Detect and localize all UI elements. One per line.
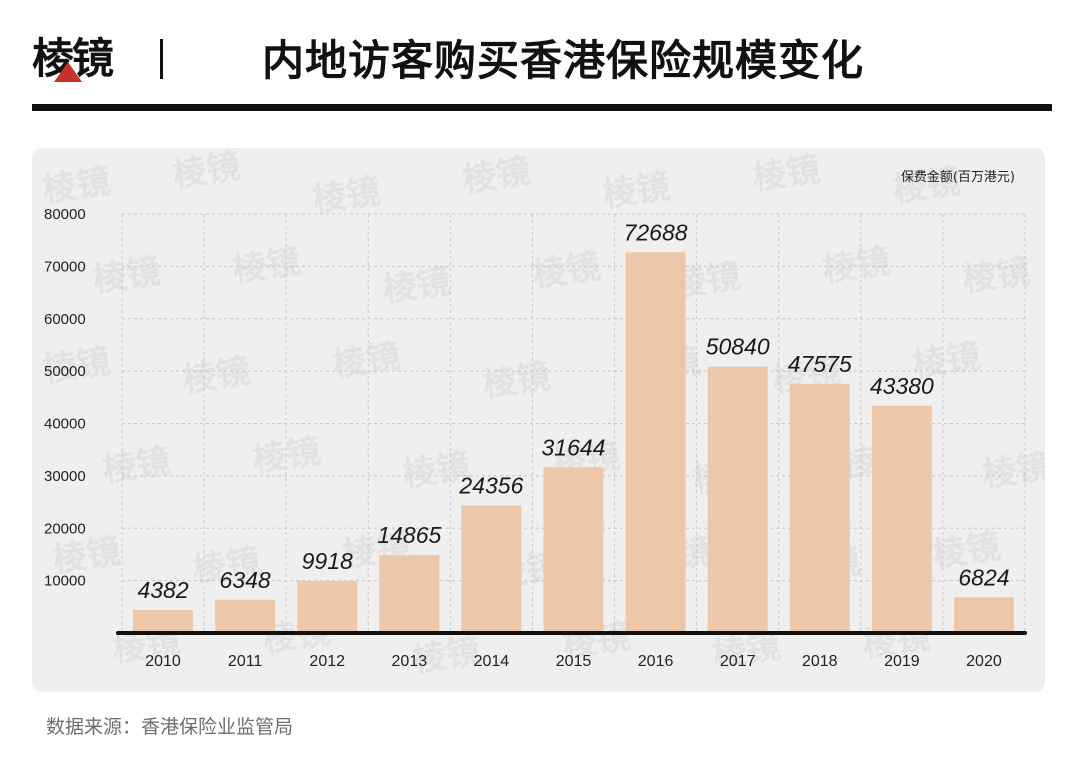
y-tick-label: 80000 [44, 206, 86, 223]
prism-icon [54, 62, 82, 82]
y-axis-unit-label: 保费金额(百万港元) [900, 170, 1015, 185]
data-label: 4382 [137, 577, 188, 603]
data-label: 72688 [624, 219, 688, 245]
bar [133, 610, 194, 633]
bar [707, 366, 768, 633]
x-tick-label: 2017 [720, 653, 756, 670]
x-tick-label: 2014 [474, 653, 510, 670]
chart-panel: 棱镜 棱镜 棱镜 棱镜 棱镜 棱镜 棱镜 棱镜 棱镜 棱镜 棱镜 棱镜 棱镜 棱镜 棱镜 棱镜 棱镜 棱镜 棱镜 棱镜… [32, 148, 1045, 692]
data-label: 6348 [220, 567, 271, 593]
bar [871, 405, 932, 633]
y-tick-label: 20000 [44, 520, 86, 537]
bar [789, 383, 850, 633]
brand-logo: 棱镜 [32, 34, 124, 84]
x-tick-label: 2010 [145, 653, 181, 670]
bar [379, 555, 440, 633]
data-source: 数据来源：香港保险业监管局 [46, 716, 294, 738]
bar [461, 505, 522, 633]
data-label: 14865 [377, 522, 441, 548]
x-tick-label: 2011 [228, 653, 263, 670]
data-label: 31644 [542, 434, 606, 460]
y-tick-label: 30000 [44, 468, 86, 485]
x-tick-label: 2018 [802, 653, 838, 670]
y-tick-label: 70000 [44, 258, 86, 275]
y-tick-label: 40000 [44, 416, 86, 433]
data-label: 50840 [706, 334, 770, 360]
title-rule [32, 104, 1052, 111]
x-tick-label: 2020 [966, 653, 1002, 670]
x-tick-label: 2012 [309, 653, 345, 670]
bar [625, 252, 686, 633]
x-tick-label: 2016 [638, 653, 674, 670]
y-tick-label: 50000 [44, 363, 86, 380]
data-label: 47575 [788, 351, 852, 377]
data-label: 9918 [302, 548, 353, 574]
x-tick-label: 2019 [884, 653, 920, 670]
bar [953, 597, 1014, 633]
brand-divider [160, 39, 163, 79]
data-label: 6824 [958, 564, 1009, 590]
x-tick-label: 2015 [556, 653, 592, 670]
brand: 棱镜 [32, 34, 163, 84]
data-label: 43380 [870, 373, 934, 399]
bar-chart: 10000 20000 30000 40000 50000 60000 70000 80000… [44, 206, 1027, 670]
bar [297, 581, 358, 633]
y-tick-label: 10000 [44, 573, 86, 590]
y-tick-label: 60000 [44, 311, 86, 328]
x-tick-label: 2013 [392, 653, 428, 670]
data-label: 24356 [458, 472, 523, 498]
bar [215, 599, 276, 633]
bar [543, 467, 604, 633]
page-title: 内地访客购买香港保险规模变化 [262, 36, 865, 85]
